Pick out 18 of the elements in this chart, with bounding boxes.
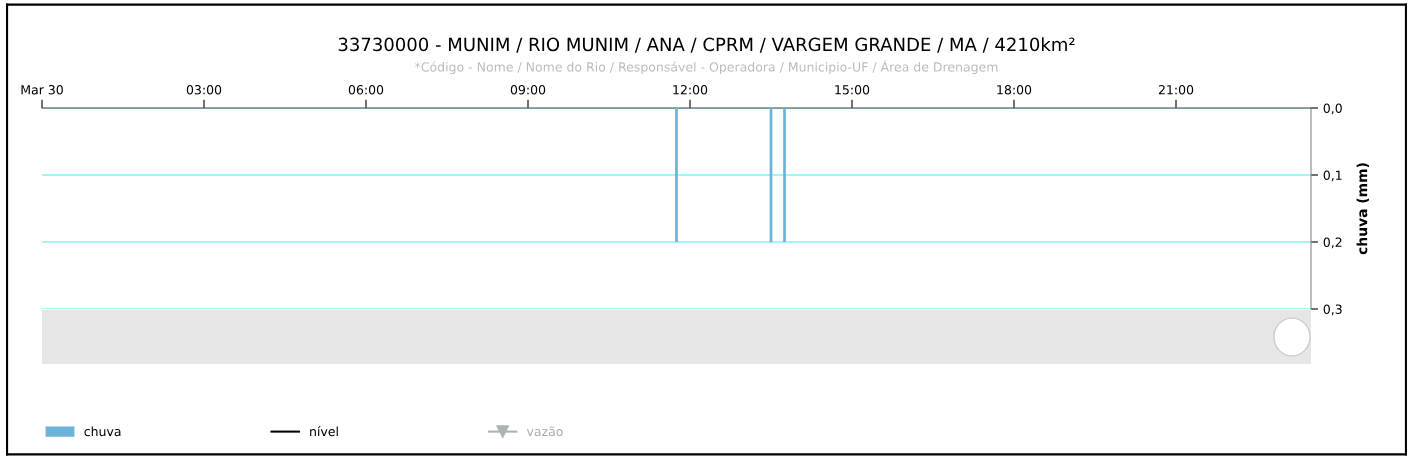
legend-label: nível bbox=[310, 425, 338, 437]
x-tick-label: 12:00 bbox=[673, 85, 708, 95]
x-tick-label: 21:00 bbox=[1158, 85, 1194, 95]
x-tick-label: 18:00 bbox=[997, 85, 1032, 95]
x-tick-label: Mar 30 bbox=[21, 85, 63, 95]
x-tick-label: 06:00 bbox=[348, 85, 384, 95]
y-axis-title: chuva (mm) bbox=[1356, 163, 1369, 255]
y-tick-label: 0,2 bbox=[1323, 237, 1342, 249]
chart-title: 33730000 - MUNIM / RIO MUNIM / ANA / CPRM / VARGEM GRANDE / MA / 4210km² bbox=[338, 37, 1075, 53]
y-tick-label: 0,0 bbox=[1323, 103, 1342, 115]
x-tick-label: 09:00 bbox=[510, 85, 546, 95]
y-tick-label: 0,1 bbox=[1323, 170, 1342, 182]
chart-subtitle: *Código - Nome / Nome do Rio / Responsável - Operadora / Municipio-UF / Área de Drenagem bbox=[414, 59, 998, 75]
x-tick-label: 03:00 bbox=[186, 85, 222, 95]
legend-label: chuva bbox=[84, 426, 121, 437]
legend-label: vazão bbox=[526, 426, 563, 437]
y-tick-label: 0,3 bbox=[1323, 304, 1342, 316]
x-tick-label: 15:00 bbox=[835, 85, 870, 95]
